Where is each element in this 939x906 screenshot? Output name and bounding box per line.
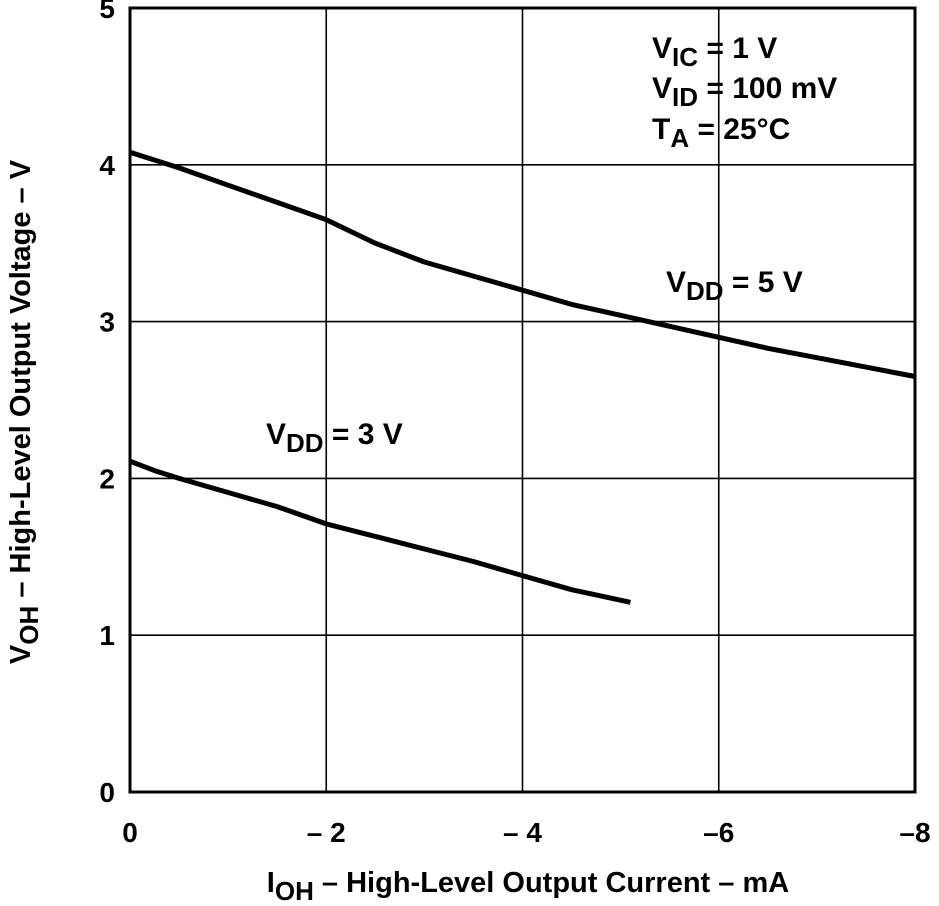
series-label-vdd3: VDD = 3 V xyxy=(266,418,403,458)
x-tick-label-4: –8 xyxy=(899,817,930,848)
grid xyxy=(128,6,917,794)
y-tick-label-5: 5 xyxy=(99,0,115,24)
condition-ta-rest: = 25°C xyxy=(689,113,790,146)
series-label-vdd3-main: V xyxy=(266,418,286,451)
y-axis-label: VOH – High-Level Output Voltage – V xyxy=(5,159,44,664)
series-line-0 xyxy=(129,149,916,379)
tick-labels: 0 – 2 – 4 –6 –8 0 1 2 3 4 5 xyxy=(99,0,930,848)
condition-vid-rest: = 100 mV xyxy=(698,72,837,105)
condition-vic-main: V xyxy=(652,32,672,65)
x-tick-label-3: –6 xyxy=(703,817,734,848)
y-axis-label-main: V xyxy=(5,644,37,664)
y-tick-label-2: 2 xyxy=(99,463,115,494)
plot-frame xyxy=(128,6,917,794)
x-axis-label-rest: – High-Level Output Current – mA xyxy=(314,867,789,899)
condition-vic: VIC = 1 V xyxy=(652,32,777,72)
y-axis-label-rest: – High-Level Output Voltage – V xyxy=(5,159,37,605)
condition-ta-sub: A xyxy=(670,123,689,153)
series-label-vdd5-rest: = 5 V xyxy=(724,266,803,299)
y-tick-label-3: 3 xyxy=(99,307,115,338)
series-label-vdd5-main: V xyxy=(666,266,686,299)
x-tick-label-0: 0 xyxy=(122,817,138,848)
condition-vid-main: V xyxy=(652,72,672,105)
condition-ta: TA = 25°C xyxy=(652,113,790,153)
series-label-vdd3-rest: = 3 V xyxy=(324,418,403,451)
x-axis-label-sub: OH xyxy=(275,876,314,906)
series-lines xyxy=(129,149,916,605)
x-tick-label-2: – 4 xyxy=(503,817,542,848)
condition-vid-sub: ID xyxy=(672,82,698,112)
series-label-vdd5-sub: DD xyxy=(686,276,724,306)
x-axis-label-main: I xyxy=(267,867,275,899)
series-label-vdd5: VDD = 5 V xyxy=(666,266,803,306)
y-tick-label-0: 0 xyxy=(99,777,115,808)
y-tick-label-4: 4 xyxy=(99,150,115,181)
y-tick-label-1: 1 xyxy=(99,620,115,651)
condition-vid: VID = 100 mV xyxy=(652,72,837,112)
condition-ta-main: T xyxy=(652,113,670,146)
series-label-vdd3-sub: DD xyxy=(286,428,324,458)
condition-vic-rest: = 1 V xyxy=(698,32,777,65)
x-axis-label: IOH – High-Level Output Current – mA xyxy=(267,867,789,906)
y-axis-label-sub: OH xyxy=(14,606,44,645)
condition-vic-sub: IC xyxy=(672,42,698,72)
x-tick-label-1: – 2 xyxy=(307,817,346,848)
series-line-1 xyxy=(129,458,631,605)
